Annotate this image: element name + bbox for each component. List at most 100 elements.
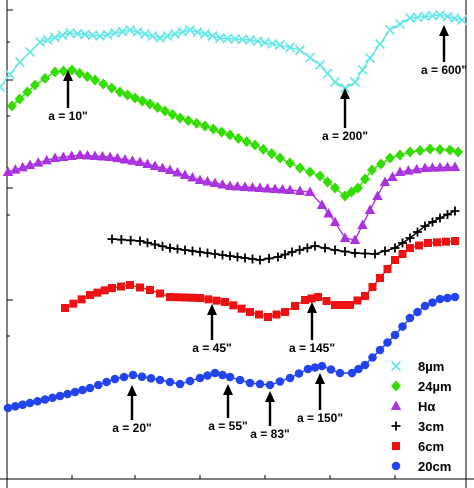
data-point — [258, 143, 269, 155]
legend-label: 24µm — [418, 379, 452, 394]
data-point — [317, 361, 327, 371]
data-point — [427, 162, 438, 172]
data-point — [200, 120, 210, 132]
series-1 — [7, 64, 463, 202]
data-point — [450, 292, 460, 302]
data-point — [280, 250, 290, 259]
data-point — [360, 173, 370, 185]
annotation-label: a = 10" — [48, 109, 87, 123]
legend-marker — [391, 461, 401, 471]
data-point — [49, 152, 61, 162]
data-point — [14, 56, 26, 68]
legend: 8µm 24µm Hα 3cm 6cm 20cm — [390, 359, 452, 474]
data-point — [383, 338, 392, 347]
data-point — [147, 30, 158, 42]
data-point — [304, 52, 316, 63]
data-point — [166, 293, 174, 301]
data-point — [204, 295, 213, 304]
annotation-arrow-head — [223, 384, 233, 395]
data-point — [172, 167, 183, 177]
data-point — [40, 395, 50, 404]
data-point — [188, 246, 197, 256]
legend-entry: 6cm — [392, 439, 444, 454]
data-point — [310, 241, 320, 251]
data-point — [310, 363, 320, 372]
data-point — [275, 377, 285, 386]
data-point — [434, 162, 446, 172]
data-point — [157, 162, 168, 172]
annotation-arrow-head — [265, 391, 275, 402]
data-point — [195, 373, 205, 383]
data-point — [367, 164, 377, 176]
data-point — [192, 26, 203, 38]
data-point — [395, 149, 405, 161]
data-point — [130, 92, 140, 104]
data-point — [179, 169, 191, 179]
data-point — [58, 151, 69, 161]
data-point — [239, 181, 251, 191]
data-point — [331, 301, 339, 309]
data-point — [4, 69, 16, 80]
annotation-label: a = 20" — [112, 421, 151, 435]
data-point — [420, 301, 430, 311]
data-point — [116, 235, 126, 245]
data-point — [11, 402, 20, 411]
data-point — [320, 243, 330, 253]
legend-label: Hα — [418, 399, 435, 414]
data-point — [154, 32, 166, 44]
data-point — [165, 243, 175, 253]
data-point — [50, 66, 60, 78]
data-point — [82, 150, 93, 160]
annotation: a = 10" — [48, 70, 88, 123]
data-point — [158, 241, 167, 251]
data-point — [185, 376, 195, 386]
data-point — [25, 398, 35, 408]
annotation: a = 55" — [208, 384, 248, 433]
data-point — [294, 44, 306, 56]
data-point — [453, 146, 463, 158]
annotation-arrow-head — [315, 373, 325, 384]
data-point — [291, 302, 299, 310]
data-point — [167, 109, 178, 120]
data-point — [169, 28, 181, 40]
data-point — [403, 165, 414, 175]
data-point — [126, 281, 134, 289]
data-point — [7, 100, 17, 112]
legend-entry: 3cm — [391, 419, 444, 434]
data-point — [275, 152, 285, 164]
data-point — [302, 243, 312, 253]
data-point — [274, 39, 286, 51]
data-point — [203, 248, 212, 258]
data-point — [117, 282, 125, 291]
data-point — [78, 385, 87, 395]
data-point — [376, 274, 384, 282]
data-point — [443, 293, 452, 303]
data-point — [383, 265, 392, 273]
data-point — [246, 308, 254, 316]
data-point — [41, 154, 52, 165]
data-point — [195, 247, 205, 257]
data-point — [379, 176, 391, 186]
data-point — [248, 254, 257, 264]
data-point — [419, 162, 431, 172]
data-point — [145, 98, 155, 110]
data-point — [33, 157, 44, 167]
data-point — [90, 74, 100, 86]
data-point — [335, 368, 345, 378]
data-point — [49, 32, 61, 43]
data-point — [134, 156, 146, 166]
data-point — [22, 86, 33, 98]
data-point — [305, 166, 315, 178]
data-point — [142, 158, 153, 168]
data-point — [150, 240, 160, 249]
data-point — [0, 81, 6, 93]
data-point — [340, 247, 350, 256]
data-point — [82, 71, 93, 83]
data-point — [74, 149, 86, 159]
data-point — [322, 68, 333, 79]
data-point — [316, 199, 328, 209]
data-point — [390, 243, 400, 253]
data-point — [61, 304, 69, 312]
data-point — [415, 241, 423, 250]
data-point — [149, 160, 161, 170]
